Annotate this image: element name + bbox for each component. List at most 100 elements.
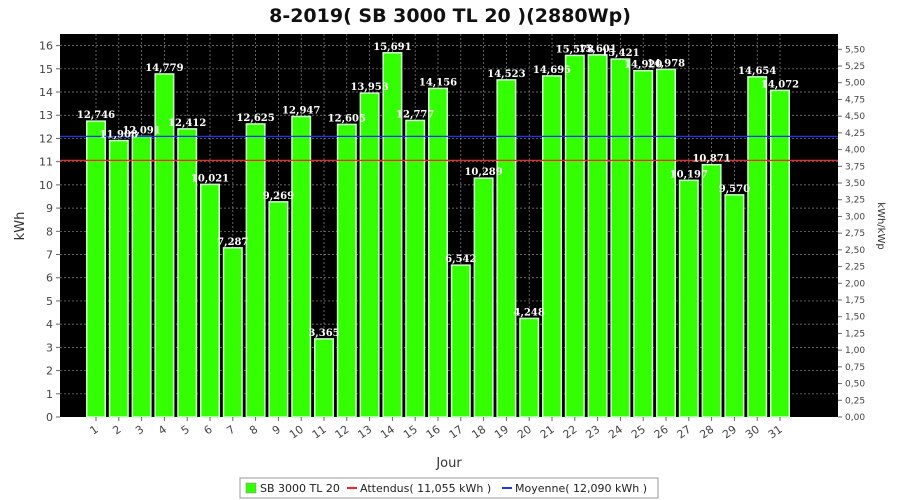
x-tick-label: 30: [743, 423, 762, 442]
data-label: 4,248: [514, 307, 545, 318]
y-tick-label: 14: [39, 86, 53, 99]
bar: [428, 87, 448, 418]
bar: [359, 92, 380, 418]
chart-title: 8-2019( SB 3000 TL 20 )(2880Wp): [269, 5, 631, 27]
data-label: 14,779: [145, 63, 183, 74]
bar: [291, 115, 312, 418]
bar: [770, 89, 790, 418]
data-label: 14,654: [738, 66, 776, 77]
x-tick-label: 18: [469, 423, 488, 442]
y-right-tick-label: 5,00: [845, 79, 865, 89]
x-tick-label: 13: [355, 423, 374, 442]
x-tick-label: 19: [492, 423, 511, 442]
data-label: 15,601: [578, 44, 616, 55]
legend-swatch-bars: [245, 482, 257, 494]
data-label: 12,777: [396, 109, 434, 120]
bar: [177, 128, 198, 418]
y-right-tick-label: 2,50: [845, 246, 865, 256]
bar: [450, 264, 471, 418]
bar: [336, 123, 357, 418]
y-right-tick-label: 5,25: [845, 62, 865, 72]
x-tick-label: 25: [629, 423, 648, 442]
x-tick-label: 12: [333, 423, 352, 442]
x-tick-label: 11: [310, 423, 329, 442]
x-tick-label: 2: [110, 423, 123, 438]
data-label: 12,412: [168, 118, 206, 129]
legend-item-moyenne: Moyenne( 12,090 kWh ): [515, 482, 647, 495]
x-tick-label: 7: [224, 423, 237, 438]
y-tick-label: 4: [46, 318, 53, 331]
y-axis-label: kWh: [13, 212, 28, 241]
data-label: 3,365: [308, 328, 339, 339]
bar: [656, 68, 676, 418]
bar: [587, 54, 608, 418]
y-right-tick-label: 4,25: [845, 129, 865, 139]
y-right-tick-label: 1,25: [845, 329, 865, 339]
y-axis-right-ticks: 0,00 0,25 0,50 0,75 1,00 1,25 1,50 1,75 2,00 2,25…: [838, 45, 865, 423]
data-label: 12,625: [236, 113, 274, 124]
y-tick-label: 13: [39, 109, 53, 122]
legend-box: [239, 477, 659, 499]
bar: [405, 119, 426, 418]
x-tick-label: 15: [401, 423, 420, 442]
data-label: 6,542: [445, 254, 476, 265]
data-label: 14,695: [533, 65, 571, 76]
bar: [633, 69, 654, 418]
reference-lines: [60, 135, 838, 161]
y-right-tick-label: 3,50: [845, 179, 865, 189]
bar: [268, 201, 289, 418]
y-right-tick-label: 2,25: [845, 263, 865, 273]
x-tick-label: 14: [378, 423, 397, 442]
bar: [222, 247, 243, 418]
bar: [108, 139, 129, 418]
x-tick-label: 26: [652, 423, 671, 442]
y-tick-label: 5: [46, 295, 53, 308]
x-tick-label: 21: [538, 423, 557, 442]
y-right-tick-label: 1,75: [845, 296, 865, 306]
y-right-tick-label: 3,75: [845, 162, 865, 172]
data-label: 14,920: [624, 60, 662, 71]
x-tick-label: 8: [247, 423, 260, 438]
data-label: 12,605: [328, 113, 366, 124]
bar: [678, 179, 699, 418]
bar: [473, 177, 494, 418]
bar: [245, 123, 266, 418]
y-tick-label: 15: [39, 63, 53, 76]
data-label: 12,947: [282, 105, 320, 116]
data-label: 14,523: [487, 69, 525, 80]
x-tick-label: 6: [202, 423, 215, 438]
x-tick-label: 23: [583, 423, 602, 442]
y-right-tick-label: 1,00: [845, 346, 865, 356]
x-tick-label: 3: [133, 423, 146, 438]
y-right-tick-label: 4,00: [845, 146, 865, 156]
y-right-tick-label: 0,75: [845, 363, 865, 373]
data-label: 15,691: [373, 42, 411, 53]
y-right-tick-label: 0,50: [845, 380, 865, 390]
data-label: 12,746: [77, 110, 115, 121]
bar: [496, 79, 517, 418]
y-tick-label: 6: [46, 272, 53, 285]
data-label: 14,072: [761, 79, 799, 90]
bar: [542, 75, 562, 418]
y-right-tick-label: 2,00: [845, 279, 865, 289]
data-label: 15,578: [556, 44, 594, 55]
y-right-tick-label: 3,25: [845, 196, 865, 206]
y-tick-label: 7: [46, 249, 53, 262]
x-tick-label: 5: [179, 423, 192, 438]
y-right-tick-label: 0,00: [845, 413, 865, 423]
y-right-tick-label: 4,75: [845, 95, 865, 105]
bar: [382, 52, 403, 418]
x-tick-label: 20: [515, 423, 534, 442]
x-axis-ticks: 1 2 3 4 5 6 7 8 9 10 11 12 13 14 15 16 17 18 19 20 21 22 23 24 2…: [88, 417, 785, 441]
y-right-tick-label: 1,50: [845, 313, 865, 323]
legend-item-bars: SB 3000 TL 20: [260, 482, 340, 495]
bar: [519, 317, 540, 418]
y-tick-label: 9: [46, 202, 53, 215]
legend: SB 3000 TL 20 Attendus( 11,055 kWh ) Moy…: [239, 477, 659, 499]
y-axis-right-label: kWh/kWp: [875, 202, 886, 249]
x-tick-label: 28: [697, 423, 716, 442]
y-tick-label: 10: [39, 179, 53, 192]
y-right-tick-label: 0,25: [845, 396, 865, 406]
y-right-tick-label: 2,75: [845, 229, 865, 239]
